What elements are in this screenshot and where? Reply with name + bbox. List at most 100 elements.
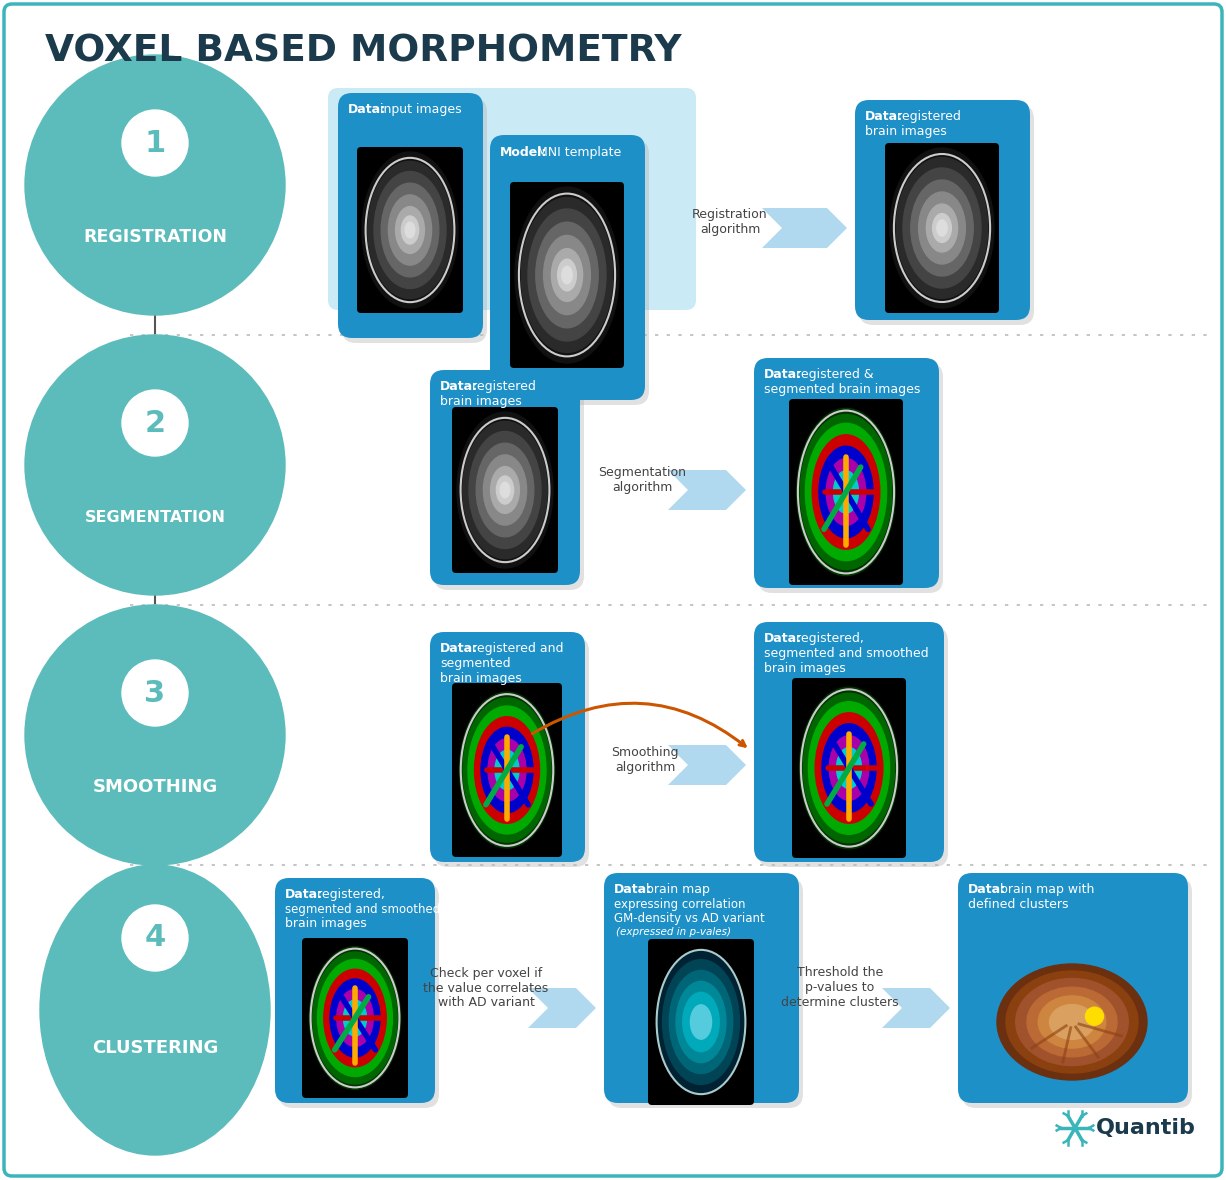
Circle shape <box>25 605 284 865</box>
Text: Data:: Data: <box>866 110 904 123</box>
Ellipse shape <box>374 171 446 288</box>
Text: segmented: segmented <box>440 657 510 670</box>
Text: SMOOTHING: SMOOTHING <box>92 778 218 796</box>
FancyBboxPatch shape <box>280 883 439 1108</box>
Ellipse shape <box>396 206 424 254</box>
FancyBboxPatch shape <box>962 878 1192 1108</box>
Polygon shape <box>763 208 847 248</box>
Text: CLUSTERING: CLUSTERING <box>92 1040 218 1057</box>
Text: brain images: brain images <box>440 395 522 408</box>
Text: brain map with: brain map with <box>996 883 1095 896</box>
Ellipse shape <box>306 943 403 1093</box>
Text: brain images: brain images <box>284 917 367 930</box>
Ellipse shape <box>927 204 958 253</box>
Ellipse shape <box>313 952 397 1084</box>
Text: registered: registered <box>893 110 961 123</box>
FancyBboxPatch shape <box>434 637 588 867</box>
Ellipse shape <box>653 944 749 1100</box>
Ellipse shape <box>834 471 858 513</box>
Text: Quantib: Quantib <box>1096 1117 1195 1138</box>
FancyBboxPatch shape <box>302 938 408 1099</box>
Ellipse shape <box>797 683 901 853</box>
Ellipse shape <box>324 969 386 1067</box>
Ellipse shape <box>381 183 439 277</box>
Text: registered,: registered, <box>313 889 385 902</box>
Ellipse shape <box>470 432 541 549</box>
Ellipse shape <box>521 197 613 353</box>
Ellipse shape <box>536 222 598 328</box>
Ellipse shape <box>836 748 862 788</box>
Ellipse shape <box>476 444 533 537</box>
Text: Data:: Data: <box>440 380 478 393</box>
Text: segmented and smoothed: segmented and smoothed <box>764 647 928 660</box>
Ellipse shape <box>808 702 890 834</box>
Ellipse shape <box>657 950 745 1094</box>
Ellipse shape <box>662 959 739 1084</box>
Ellipse shape <box>40 865 270 1155</box>
Ellipse shape <box>488 739 526 801</box>
FancyBboxPatch shape <box>338 93 483 337</box>
FancyBboxPatch shape <box>754 358 939 588</box>
FancyBboxPatch shape <box>758 627 948 867</box>
FancyBboxPatch shape <box>885 143 999 313</box>
FancyBboxPatch shape <box>430 632 585 863</box>
Text: registered: registered <box>468 380 536 393</box>
Text: Data:: Data: <box>284 889 324 902</box>
Ellipse shape <box>481 727 533 813</box>
Ellipse shape <box>801 414 891 570</box>
Ellipse shape <box>330 979 380 1057</box>
Ellipse shape <box>815 713 883 824</box>
Ellipse shape <box>457 412 553 568</box>
Ellipse shape <box>890 148 994 308</box>
Text: Segmentation
algorithm: Segmentation algorithm <box>598 466 687 494</box>
Ellipse shape <box>460 693 554 848</box>
Text: Smoothing
algorithm: Smoothing algorithm <box>612 746 679 774</box>
Text: GM-density vs AD variant: GM-density vs AD variant <box>614 912 765 925</box>
Ellipse shape <box>343 999 367 1036</box>
Ellipse shape <box>457 688 557 852</box>
Ellipse shape <box>389 195 432 266</box>
Ellipse shape <box>483 455 527 525</box>
Ellipse shape <box>812 434 880 549</box>
Circle shape <box>123 905 188 971</box>
FancyBboxPatch shape <box>608 878 803 1108</box>
Text: Data:: Data: <box>614 883 652 896</box>
Ellipse shape <box>997 964 1148 1080</box>
Circle shape <box>123 391 188 455</box>
Text: brain map: brain map <box>642 883 710 896</box>
Ellipse shape <box>406 222 414 238</box>
FancyBboxPatch shape <box>510 182 624 368</box>
Text: (expressed in p-vales): (expressed in p-vales) <box>615 927 731 937</box>
Ellipse shape <box>918 192 965 264</box>
Text: Data:: Data: <box>969 883 1007 896</box>
FancyBboxPatch shape <box>430 371 580 585</box>
Ellipse shape <box>468 706 546 834</box>
Ellipse shape <box>497 476 514 504</box>
Text: 1: 1 <box>145 129 166 157</box>
Ellipse shape <box>937 219 948 236</box>
Ellipse shape <box>500 483 510 498</box>
Text: 2: 2 <box>145 408 166 438</box>
Circle shape <box>123 110 188 176</box>
Ellipse shape <box>794 404 897 581</box>
Text: Threshold the
p-values to
determine clusters: Threshold the p-values to determine clus… <box>781 966 899 1010</box>
Ellipse shape <box>669 970 733 1074</box>
FancyBboxPatch shape <box>452 407 558 573</box>
Ellipse shape <box>495 750 519 789</box>
Circle shape <box>1085 1008 1103 1025</box>
Ellipse shape <box>1016 978 1128 1066</box>
FancyBboxPatch shape <box>754 622 944 863</box>
FancyBboxPatch shape <box>855 100 1030 320</box>
Ellipse shape <box>309 946 401 1089</box>
Text: Registration
algorithm: Registration algorithm <box>693 208 767 236</box>
Ellipse shape <box>474 716 539 824</box>
Ellipse shape <box>1007 971 1138 1073</box>
FancyBboxPatch shape <box>329 88 696 310</box>
Ellipse shape <box>543 235 591 315</box>
Ellipse shape <box>803 693 895 843</box>
Ellipse shape <box>821 723 877 812</box>
Ellipse shape <box>562 267 573 284</box>
Text: segmented brain images: segmented brain images <box>764 384 921 396</box>
Text: registered &: registered & <box>792 368 873 381</box>
Circle shape <box>123 660 188 726</box>
